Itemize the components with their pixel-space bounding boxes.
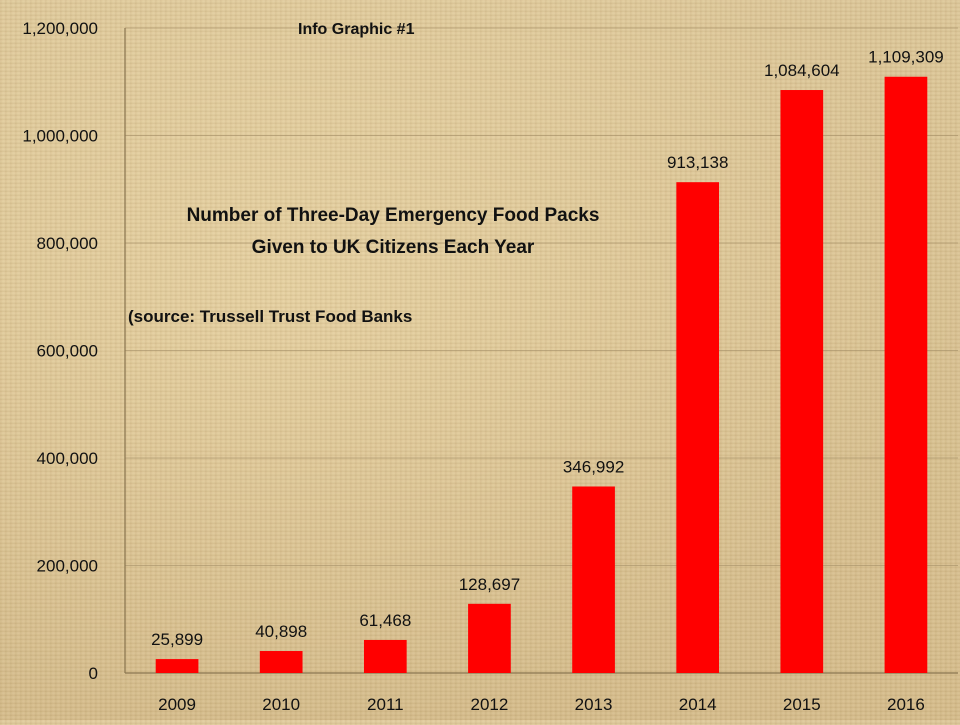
y-tick-label: 0 — [89, 664, 98, 683]
data-label-2014: 913,138 — [667, 153, 728, 172]
data-label-2009: 25,899 — [151, 630, 203, 649]
data-label-2011: 61,468 — [359, 611, 411, 630]
x-tick-label: 2016 — [887, 695, 925, 714]
x-tick-label: 2010 — [262, 695, 300, 714]
bar-2009 — [155, 659, 199, 673]
bar-2016 — [884, 76, 928, 674]
x-tick-label: 2011 — [367, 695, 404, 714]
chart-title-line2: Given to UK Citizens Each Year — [252, 237, 535, 258]
x-tick-label: 2014 — [679, 695, 717, 714]
gridlines — [124, 27, 958, 674]
y-tick-label: 400,000 — [37, 449, 98, 468]
x-axis-ticks: 2009 2010 2011 2012 2013 2014 2015 2016 — [158, 695, 925, 714]
info-graphic-label: Info Graphic #1 — [298, 21, 415, 38]
bar-2010 — [259, 651, 303, 673]
data-label-2015: 1,084,604 — [764, 61, 840, 80]
bars — [155, 76, 928, 674]
data-label-2016: 1,109,309 — [868, 48, 944, 67]
y-tick-label: 800,000 — [37, 234, 98, 253]
x-tick-label: 2015 — [783, 695, 821, 714]
y-tick-label: 600,000 — [37, 342, 98, 361]
data-labels: 25,899 40,898 61,468 128,697 346,992 913,138 1… — [151, 48, 944, 649]
chart-source: (source: Trussell Trust Food Banks — [128, 307, 412, 326]
bar-2012 — [468, 603, 511, 673]
data-label-2013: 346,992 — [563, 457, 624, 476]
bar-2015 — [780, 90, 824, 674]
bar-2014 — [676, 182, 720, 673]
chart-title: Number of Three-Day Emergency Food Packs — [187, 205, 600, 226]
data-label-2010: 40,898 — [255, 622, 307, 641]
data-label-2012: 128,697 — [459, 575, 520, 594]
x-tick-label: 2009 — [158, 695, 196, 714]
y-tick-label: 1,000,000 — [22, 127, 98, 146]
x-tick-label: 2012 — [471, 695, 509, 714]
y-axis-ticks: 0 200,000 400,000 600,000 800,000 1,000,000 1,… — [22, 19, 98, 683]
y-tick-label: 1,200,000 — [22, 19, 98, 38]
y-tick-label: 200,000 — [37, 557, 98, 576]
x-tick-label: 2013 — [575, 695, 613, 714]
bar-2013 — [572, 486, 615, 673]
bar-2011 — [363, 639, 407, 673]
